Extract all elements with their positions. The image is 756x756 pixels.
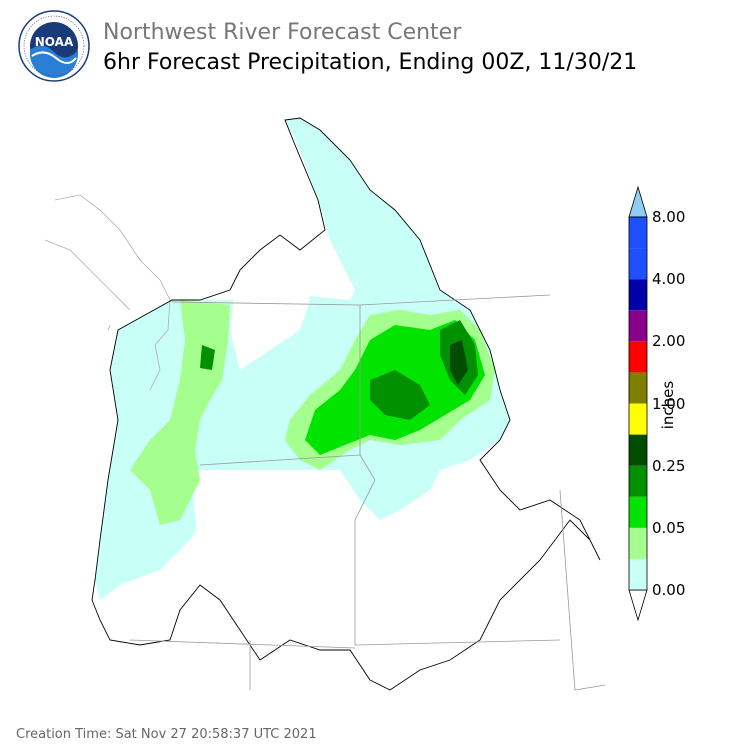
colorbar-segment <box>629 403 647 435</box>
creation-time: Creation Time: Sat Nov 27 20:58:37 UTC 2… <box>16 727 317 742</box>
colorbar-tick-label: 2.00 <box>652 332 686 351</box>
colorbar-tick-label: 8.00 <box>652 208 686 226</box>
colorbar-segment <box>629 341 647 373</box>
colorbar-segment <box>629 217 647 249</box>
colorbar-segment <box>629 465 647 497</box>
colorbar-tick-label: 0.05 <box>652 518 686 537</box>
colorbar-segment <box>629 279 647 311</box>
logo-text: NOAA <box>35 35 74 49</box>
colorbar <box>628 185 648 622</box>
colorbar-tick-label: 0.00 <box>652 581 686 599</box>
colorbar-segment <box>629 310 647 342</box>
dry-area <box>230 260 310 370</box>
dry-area-2 <box>190 470 300 560</box>
colorbar-segment <box>629 527 647 559</box>
page-title: Northwest River Forecast Center <box>103 20 462 45</box>
noaa-logo: NOAA <box>18 10 90 82</box>
colorbar-segment <box>629 496 647 528</box>
colorbar-segment <box>629 558 647 590</box>
dark-green-area-3 <box>200 345 215 370</box>
page-subtitle: 6hr Forecast Precipitation, Ending 00Z, … <box>103 50 638 75</box>
colorbar-arrow-top <box>628 185 648 218</box>
colorbar-tick-label: 1.00 <box>652 394 686 413</box>
colorbar-segment <box>629 372 647 404</box>
colorbar-arrow-bottom <box>628 589 648 622</box>
puget-sound <box>44 194 171 391</box>
colorbar-unit-label: inches <box>659 380 677 430</box>
basin-outline <box>91 117 601 691</box>
colorbar-segment <box>629 434 647 466</box>
colorbar-segment <box>629 248 647 280</box>
state-borders <box>129 294 606 691</box>
colorbar-outline <box>628 216 648 591</box>
very-dark-green-area <box>450 340 468 385</box>
dark-green-area <box>370 370 430 420</box>
colorbar-tick-label: 0.25 <box>652 456 686 475</box>
colorbar-tick-label: 4.00 <box>652 270 686 289</box>
